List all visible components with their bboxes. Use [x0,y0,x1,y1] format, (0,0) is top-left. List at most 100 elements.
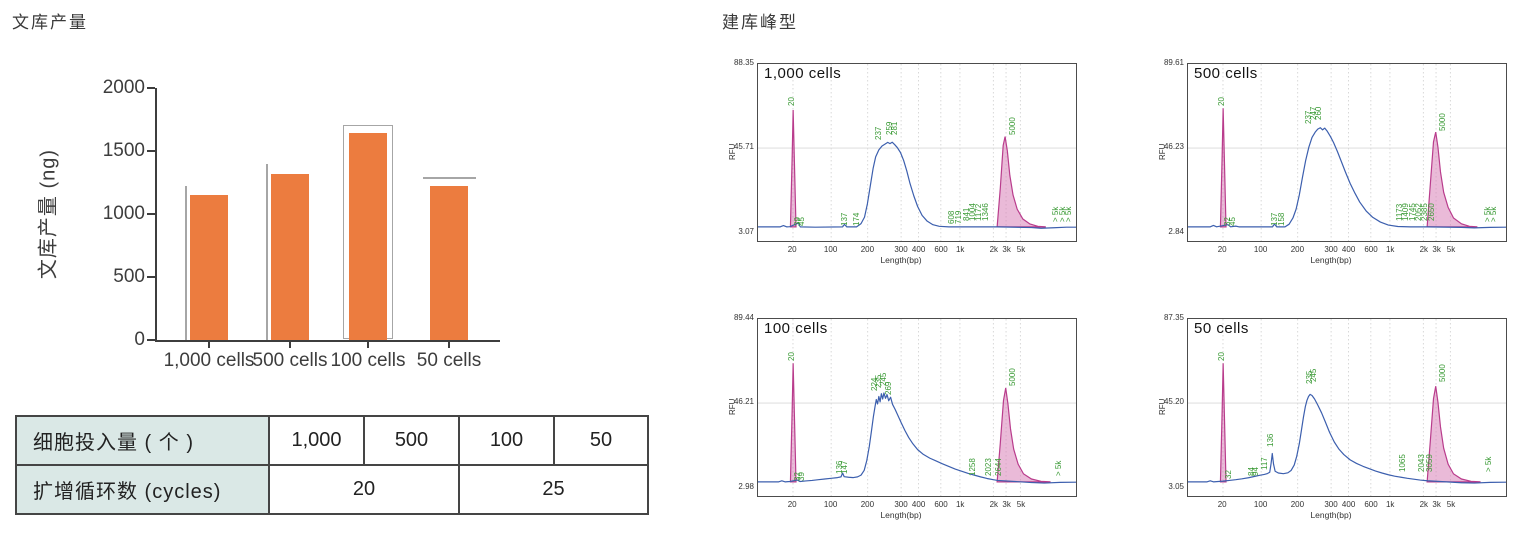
x-tick-label: 400 [1341,500,1356,509]
peak-label: 5000 [1438,364,1447,383]
panel-title: 500 cells [1194,65,1258,82]
peak-label: 136 [1266,433,1276,447]
x-tick-label: 100 [1253,245,1268,254]
peak-label: 260 [1314,106,1324,121]
y-axis-value-bottom: 2.98 [738,482,754,491]
peak-label: 137 [840,212,849,226]
panel-title: 50 cells [1194,320,1249,337]
peak-label: 147 [839,460,849,474]
x-tick-label: 200 [1290,245,1305,254]
y-axis-value-bottom: 3.07 [738,227,754,236]
y-tick-label: 1500 [102,140,145,161]
y-axis-line [155,88,157,342]
peak-label: 3059 [1425,454,1435,472]
peak-label: 2644 [993,457,1003,476]
x-tick-label: 5k [1016,500,1026,509]
peak-label: 1346 [980,202,990,221]
peak-label: > 5k [1064,206,1073,223]
x-tick-label: 2k [989,500,999,509]
sample-trace [1188,128,1506,228]
table-row: 扩增循环数 (cycles) 20 25 [15,464,649,515]
marker-peak-20 [790,363,796,482]
sample-trace [1188,394,1506,483]
y-tick-label: 1000 [102,203,145,224]
bar [271,173,309,340]
x-axis-line [155,340,500,342]
electropherogram-panel: 1,000 cells 88.35 45.71 3.07 RFU 20 39 45 137 174… [728,58,1077,265]
peak-label: 281 [890,121,900,135]
marker-peak-20 [1220,108,1226,227]
marker-peak-5000 [1427,386,1480,482]
peak-label: 45 [1228,216,1238,226]
x-tick-label: 200 [860,500,875,509]
value-cell: 500 [363,415,460,466]
category-label: 500 cells [252,350,328,371]
peak-label: 39 [797,471,807,481]
x-tick-label: 300 [1324,245,1338,254]
y-axis-title: RFU [728,143,737,160]
marker-peak-20 [1220,363,1226,482]
y-axis-title: RFU [1158,398,1167,415]
panel-title: 100 cells [764,320,828,337]
x-tick-label: 300 [894,500,908,509]
peak-label: > 5k [1054,460,1064,476]
y-tick-mark [147,150,155,152]
sample-trace [758,393,1076,483]
x-tick-label: 200 [1290,500,1305,509]
value-cell: 25 [458,464,649,515]
y-tick-mark [147,213,155,215]
plot-frame [757,318,1077,497]
x-tick-label: 1k [955,500,965,509]
peak-label: 237 [874,126,884,140]
y-axis-value-mid: 45.20 [1163,397,1184,406]
marker-peak-5000 [1427,132,1477,227]
x-tick-label: 20 [787,500,797,509]
x-axis-title: Length(bp) [1310,255,1352,265]
x-tick-label: 400 [911,245,926,254]
outline-top-line [423,177,476,179]
x-tick-label: 100 [823,245,838,254]
y-tick-mark [147,87,155,89]
x-tick-label: 100 [1253,500,1268,509]
bar-chart: 文库产量 (ng) 0 500 1000 1500 2000 1,000 cells 500… [0,0,700,420]
peak-label: 174 [852,212,862,226]
marker-peak-5000 [997,137,1046,227]
row-header-cell: 扩增循环数 (cycles) [15,464,270,515]
y-axis-value-top: 89.61 [1163,58,1184,67]
left-section-title: 文库产量 [12,13,88,32]
peak-label: 117 [1259,457,1269,471]
x-tick-mark [289,340,291,348]
y-tick-label: 500 [113,266,145,287]
y-axis-value-bottom: 3.05 [1168,482,1184,491]
x-tick-label: 5k [1446,500,1456,509]
category-label: 1,000 cells [163,350,255,371]
x-tick-label: 20 [1217,500,1227,509]
x-tick-mark [367,340,369,348]
x-axis-title: Length(bp) [880,510,922,520]
peak-label: 20 [787,97,797,106]
x-tick-label: 300 [1324,500,1338,509]
x-tick-label: 200 [860,245,875,254]
electropherogram-panel: 100 cells 89.44 46.21 2.98 RFU 20 32 39 136 147 22… [728,313,1077,520]
right-section-title: 建库峰型 [722,13,798,32]
peak-label: 32 [1223,470,1233,480]
peak-label: 158 [1277,212,1287,226]
peak-label: 5000 [1008,116,1017,135]
x-tick-mark [208,340,210,348]
peak-label: 1258 [968,457,977,476]
x-tick-label: 3k [1432,245,1441,254]
x-tick-label: 3k [1002,245,1011,254]
x-tick-label: 600 [934,245,948,254]
y-tick-mark [147,339,155,341]
marker-peak-5000 [997,388,1050,482]
row-header-cell: 细胞投入量 ( 个 ) [15,415,270,466]
peak-label: 5000 [1008,368,1017,387]
y-axis-value-mid: 45.71 [733,142,754,151]
x-tick-label: 1k [1385,245,1395,254]
bar [430,186,468,340]
x-tick-label: 300 [894,245,908,254]
value-cell: 1,000 [268,415,365,466]
x-tick-label: 100 [823,500,838,509]
x-tick-label: 600 [1364,500,1378,509]
